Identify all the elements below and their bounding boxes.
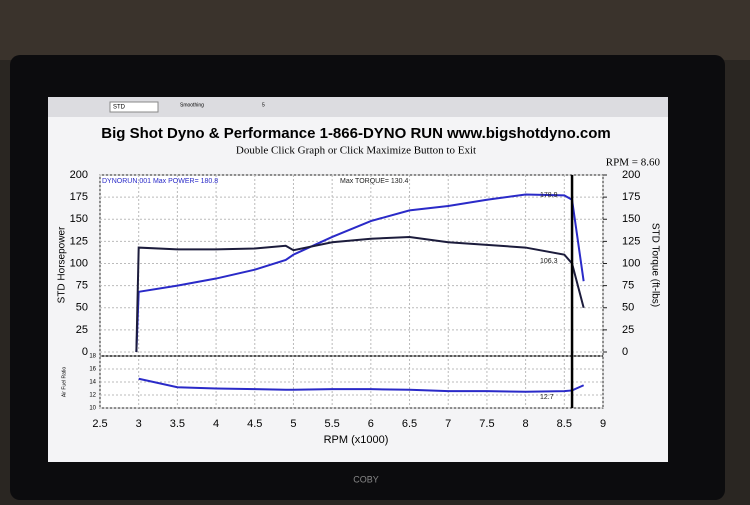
- y2-tick-label: 150: [622, 213, 640, 225]
- x-tick-label: 5: [290, 418, 296, 430]
- y2-tick-label: 50: [622, 302, 634, 314]
- y2-axis-label: STD Torque (ft-lbs): [649, 223, 660, 307]
- series-line: [138, 377, 585, 393]
- x-tick-label: 3: [136, 418, 142, 430]
- x-tick-label: 3.5: [170, 418, 185, 430]
- x-tick-label: 8: [523, 418, 529, 430]
- annotation: Max TORQUE= 130.4: [340, 178, 409, 185]
- afr-tick-label: 10: [89, 406, 96, 412]
- x-axis-label: RPM (x1000): [324, 434, 389, 446]
- smoothing-label: Smoothing: [180, 102, 204, 108]
- annotation: 12.7: [540, 394, 554, 401]
- brand: COBY: [353, 474, 379, 484]
- y2-tick-label: 175: [622, 191, 640, 203]
- y-tick-label: 175: [70, 191, 88, 203]
- y2-tick-label: 25: [622, 324, 634, 336]
- mode-select[interactable]: [109, 101, 159, 113]
- afr-tick-label: 18: [89, 354, 96, 360]
- y-tick-label: 200: [70, 169, 88, 181]
- plot-area: [99, 174, 604, 409]
- annotation: 178.9: [540, 192, 558, 199]
- y-tick-label: 75: [76, 280, 88, 292]
- y2-tick-label: 75: [622, 280, 634, 292]
- annotation: 106.3: [540, 258, 558, 265]
- y-tick-label: 0: [82, 346, 88, 358]
- y-tick-label: 150: [70, 213, 88, 225]
- x-tick-label: 4: [213, 418, 219, 430]
- y2-tick-label: 125: [622, 235, 640, 247]
- x-tick-label: 6.5: [402, 418, 417, 430]
- y-axis-label: STD Horsepower: [57, 226, 68, 303]
- x-tick-label: 4.5: [247, 418, 262, 430]
- y2-tick-label: 0: [622, 346, 628, 358]
- y-tick-label: 25: [76, 324, 88, 336]
- afr-tick-label: 14: [89, 380, 96, 386]
- series-line: [135, 235, 585, 353]
- chart-subtitle: Double Click Graph or Click Maximize But…: [236, 145, 476, 157]
- x-tick-label: 9: [600, 418, 606, 430]
- background: [0, 0, 750, 60]
- y-tick-label: 125: [70, 235, 88, 247]
- mode: STD: [113, 105, 126, 111]
- rpm-readout: RPM = 8.60: [606, 157, 661, 169]
- y2-tick-label: 200: [622, 169, 640, 181]
- y-tick-label: 100: [70, 257, 88, 269]
- x-tick-label: 2.5: [92, 418, 107, 430]
- y2-tick-label: 100: [622, 257, 640, 269]
- afr-axis-label: Air Fuel Ratio: [61, 367, 67, 398]
- afr-tick-label: 16: [89, 367, 96, 373]
- smoothing-value: 5: [262, 102, 265, 108]
- series-line: [135, 193, 585, 353]
- y-tick-label: 50: [76, 302, 88, 314]
- toolbar: [48, 97, 668, 117]
- annotation: DYNORUN.001 Max POWER= 180.8: [102, 178, 218, 185]
- x-tick-label: 5.5: [325, 418, 340, 430]
- chart-title: Big Shot Dyno & Performance 1-866-DYNO R…: [101, 125, 611, 142]
- x-tick-label: 7: [445, 418, 451, 430]
- x-tick-label: 6: [368, 418, 374, 430]
- x-tick-label: 7.5: [479, 418, 494, 430]
- afr-tick-label: 12: [89, 393, 96, 399]
- x-tick-label: 8.5: [557, 418, 572, 430]
